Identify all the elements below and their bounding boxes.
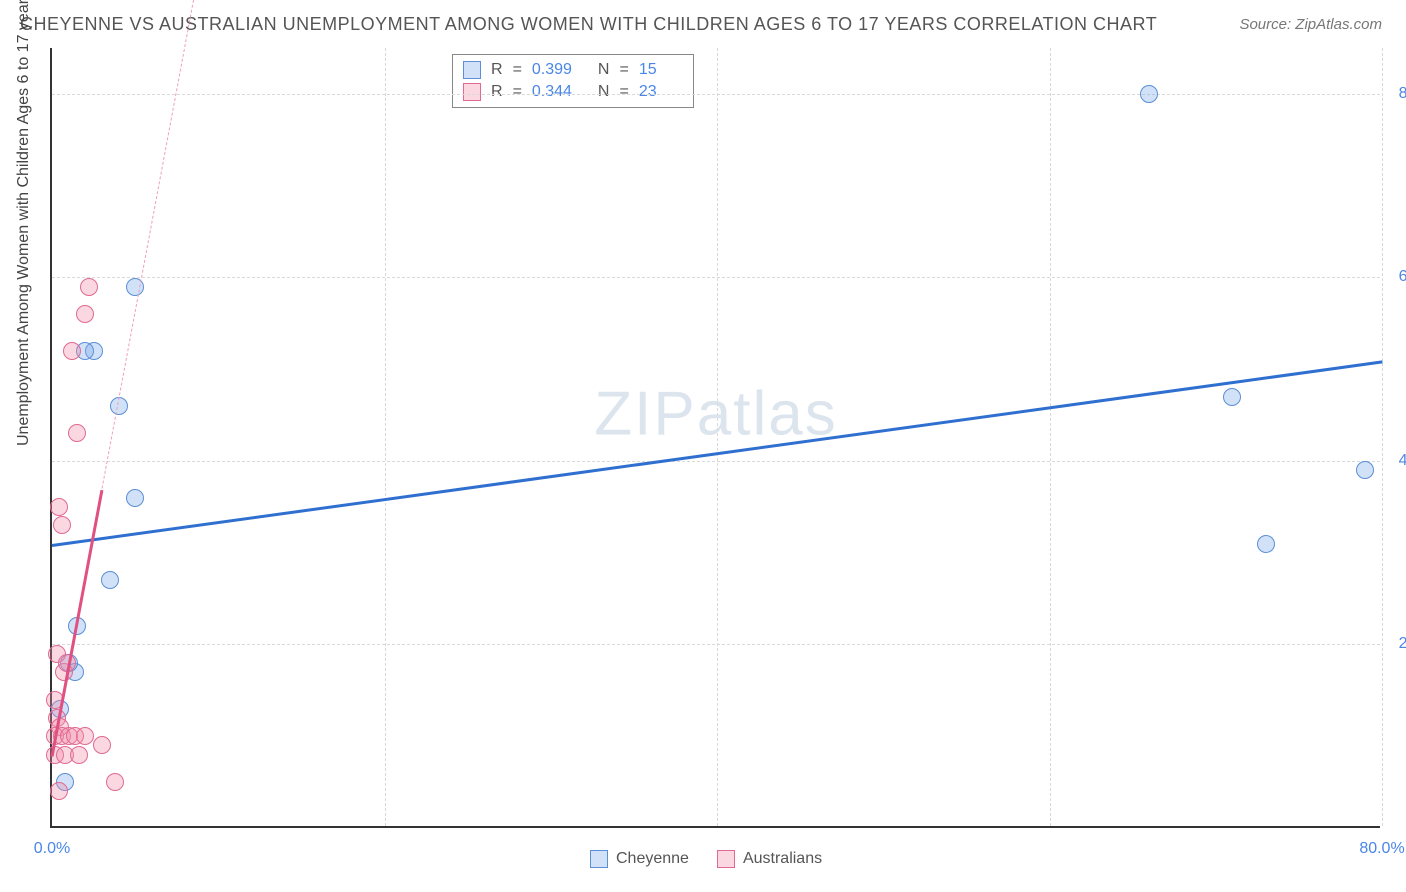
data-point xyxy=(126,489,144,507)
data-point xyxy=(1356,461,1374,479)
legend-eq: = xyxy=(513,83,522,101)
y-tick-label: 40.0% xyxy=(1388,452,1406,470)
legend-eq: = xyxy=(513,61,522,79)
legend-row: R = 0.344 N = 23 xyxy=(463,81,683,103)
data-point xyxy=(53,516,71,534)
legend-swatch xyxy=(717,850,735,868)
h-gridline xyxy=(52,461,1380,462)
watermark: ZIPatlas xyxy=(594,378,837,449)
y-tick-label: 20.0% xyxy=(1388,635,1406,653)
data-point xyxy=(76,727,94,745)
legend-r-value: 0.344 xyxy=(532,83,576,101)
x-tick-label: 0.0% xyxy=(34,840,70,858)
trend-line xyxy=(101,0,202,489)
legend-swatch xyxy=(463,83,481,101)
y-axis-label: Unemployment Among Women with Children A… xyxy=(15,0,33,446)
legend-r-label: R xyxy=(491,83,503,101)
legend-n-label: N xyxy=(598,83,610,101)
data-point xyxy=(68,424,86,442)
legend-item: Cheyenne xyxy=(590,850,689,868)
v-gridline xyxy=(1050,48,1051,826)
scatter-plot-area: ZIPatlas R=0.399N=15R=0.344N=23 20.0%40.… xyxy=(50,48,1380,828)
legend-eq: = xyxy=(619,61,628,79)
legend-n-value: 15 xyxy=(639,61,683,79)
y-tick-label: 60.0% xyxy=(1388,268,1406,286)
correlation-legend: R = 0.399 N = 15 R = 0.344 N = 23 xyxy=(452,54,694,108)
data-point xyxy=(101,571,119,589)
legend-item: Australians xyxy=(717,850,822,868)
data-point xyxy=(76,305,94,323)
data-point xyxy=(70,746,88,764)
data-point xyxy=(1223,388,1241,406)
data-point xyxy=(93,736,111,754)
legend-eq: = xyxy=(619,83,628,101)
source-attribution: Source: ZipAtlas.com xyxy=(1239,16,1382,33)
series-legend: Cheyenne Australians xyxy=(590,850,822,868)
h-gridline xyxy=(52,277,1380,278)
legend-n-value: 23 xyxy=(639,83,683,101)
legend-row: R = 0.399 N = 15 xyxy=(463,59,683,81)
legend-r-value: 0.399 xyxy=(532,61,576,79)
data-point xyxy=(50,498,68,516)
data-point xyxy=(1140,85,1158,103)
data-point xyxy=(1257,535,1275,553)
data-point xyxy=(63,342,81,360)
v-gridline xyxy=(385,48,386,826)
x-tick-label: 80.0% xyxy=(1359,840,1404,858)
v-gridline xyxy=(717,48,718,826)
legend-label: Cheyenne xyxy=(616,850,689,868)
data-point xyxy=(50,782,68,800)
data-point xyxy=(106,773,124,791)
legend-swatch xyxy=(590,850,608,868)
legend-swatch xyxy=(463,61,481,79)
legend-label: Australians xyxy=(743,850,822,868)
h-gridline xyxy=(52,644,1380,645)
h-gridline xyxy=(52,94,1380,95)
v-gridline xyxy=(1382,48,1383,826)
watermark-bold: ZIP xyxy=(594,379,696,448)
data-point xyxy=(80,278,98,296)
y-tick-label: 80.0% xyxy=(1388,85,1406,103)
legend-r-label: R xyxy=(491,61,503,79)
legend-n-label: N xyxy=(598,61,610,79)
